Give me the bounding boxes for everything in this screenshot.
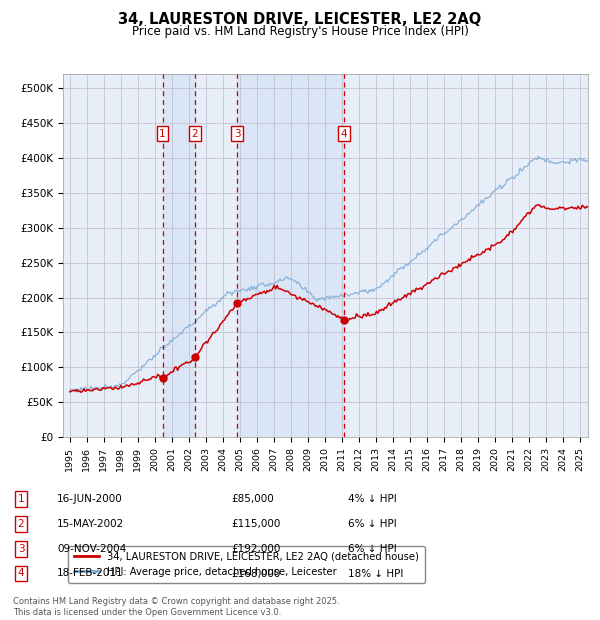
Text: 4: 4 bbox=[340, 129, 347, 139]
Text: 16-JUN-2000: 16-JUN-2000 bbox=[57, 494, 123, 504]
Text: Price paid vs. HM Land Registry's House Price Index (HPI): Price paid vs. HM Land Registry's House … bbox=[131, 25, 469, 38]
Bar bbox=[238, 74, 344, 437]
Text: 18-FEB-2011: 18-FEB-2011 bbox=[57, 569, 124, 578]
Text: 6% ↓ HPI: 6% ↓ HPI bbox=[348, 519, 397, 529]
Text: 15-MAY-2002: 15-MAY-2002 bbox=[57, 519, 124, 529]
Text: 34, LAURESTON DRIVE, LEICESTER, LE2 2AQ: 34, LAURESTON DRIVE, LEICESTER, LE2 2AQ bbox=[118, 12, 482, 27]
Text: 2: 2 bbox=[192, 129, 199, 139]
Text: 3: 3 bbox=[17, 544, 25, 554]
Text: 3: 3 bbox=[234, 129, 241, 139]
Text: 18% ↓ HPI: 18% ↓ HPI bbox=[348, 569, 403, 578]
Text: 1: 1 bbox=[159, 129, 166, 139]
Text: £85,000: £85,000 bbox=[231, 494, 274, 504]
Text: 4: 4 bbox=[17, 569, 25, 578]
Text: 6% ↓ HPI: 6% ↓ HPI bbox=[348, 544, 397, 554]
Bar bbox=[163, 74, 195, 437]
Text: £115,000: £115,000 bbox=[231, 519, 280, 529]
Text: 1: 1 bbox=[17, 494, 25, 504]
Legend: 34, LAURESTON DRIVE, LEICESTER, LE2 2AQ (detached house), HPI: Average price, de: 34, LAURESTON DRIVE, LEICESTER, LE2 2AQ … bbox=[68, 546, 425, 583]
Text: 09-NOV-2004: 09-NOV-2004 bbox=[57, 544, 126, 554]
Text: Contains HM Land Registry data © Crown copyright and database right 2025.
This d: Contains HM Land Registry data © Crown c… bbox=[13, 598, 340, 617]
Text: 2: 2 bbox=[17, 519, 25, 529]
Text: 4% ↓ HPI: 4% ↓ HPI bbox=[348, 494, 397, 504]
Text: £192,000: £192,000 bbox=[231, 544, 280, 554]
Text: £168,000: £168,000 bbox=[231, 569, 280, 578]
